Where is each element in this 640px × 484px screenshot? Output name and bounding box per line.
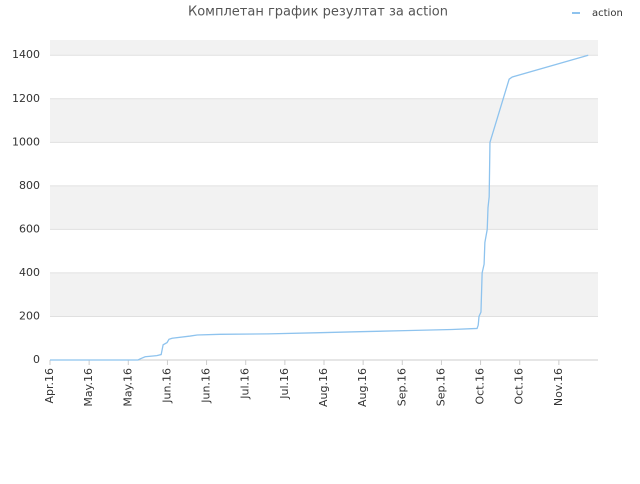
x-tick-label: Oct.16 bbox=[474, 368, 487, 405]
x-tick-label: Sep.16 bbox=[395, 368, 408, 406]
x-tick-label: Sep.16 bbox=[434, 368, 447, 406]
x-tick-label: May.16 bbox=[121, 368, 134, 407]
y-tick-label: 600 bbox=[19, 222, 40, 235]
y-tick-label: 1000 bbox=[12, 135, 40, 148]
data-line bbox=[50, 54, 589, 361]
x-tick-label: Jun.16 bbox=[200, 368, 213, 404]
y-tick-label: 1400 bbox=[12, 48, 40, 61]
y-tick-label: 1200 bbox=[12, 92, 40, 105]
y-tick-label: 400 bbox=[19, 266, 40, 279]
y-tick-label: 800 bbox=[19, 179, 40, 192]
grid-band bbox=[50, 272, 598, 317]
x-tick-label: Nov.16 bbox=[552, 368, 565, 406]
x-tick-label: Aug.16 bbox=[356, 368, 369, 407]
y-tick-label: 200 bbox=[19, 309, 40, 322]
x-tick-label: Jun.16 bbox=[160, 368, 173, 404]
legend-label: action bbox=[592, 8, 623, 19]
y-tick-label: 0 bbox=[33, 353, 40, 366]
grid-band bbox=[50, 98, 598, 143]
grid-band bbox=[50, 185, 598, 230]
chart-title: Комплетан график резултат за action bbox=[188, 5, 448, 20]
x-tick-label: Aug.16 bbox=[317, 368, 330, 407]
x-tick-label: Jul.16 bbox=[278, 368, 291, 400]
x-tick-label: Oct.16 bbox=[513, 368, 526, 405]
x-tick-label: Jul.16 bbox=[239, 368, 252, 400]
x-tick-label: May.16 bbox=[82, 368, 95, 407]
x-tick-label: Apr.16 bbox=[43, 368, 56, 404]
grid-band bbox=[50, 40, 598, 56]
